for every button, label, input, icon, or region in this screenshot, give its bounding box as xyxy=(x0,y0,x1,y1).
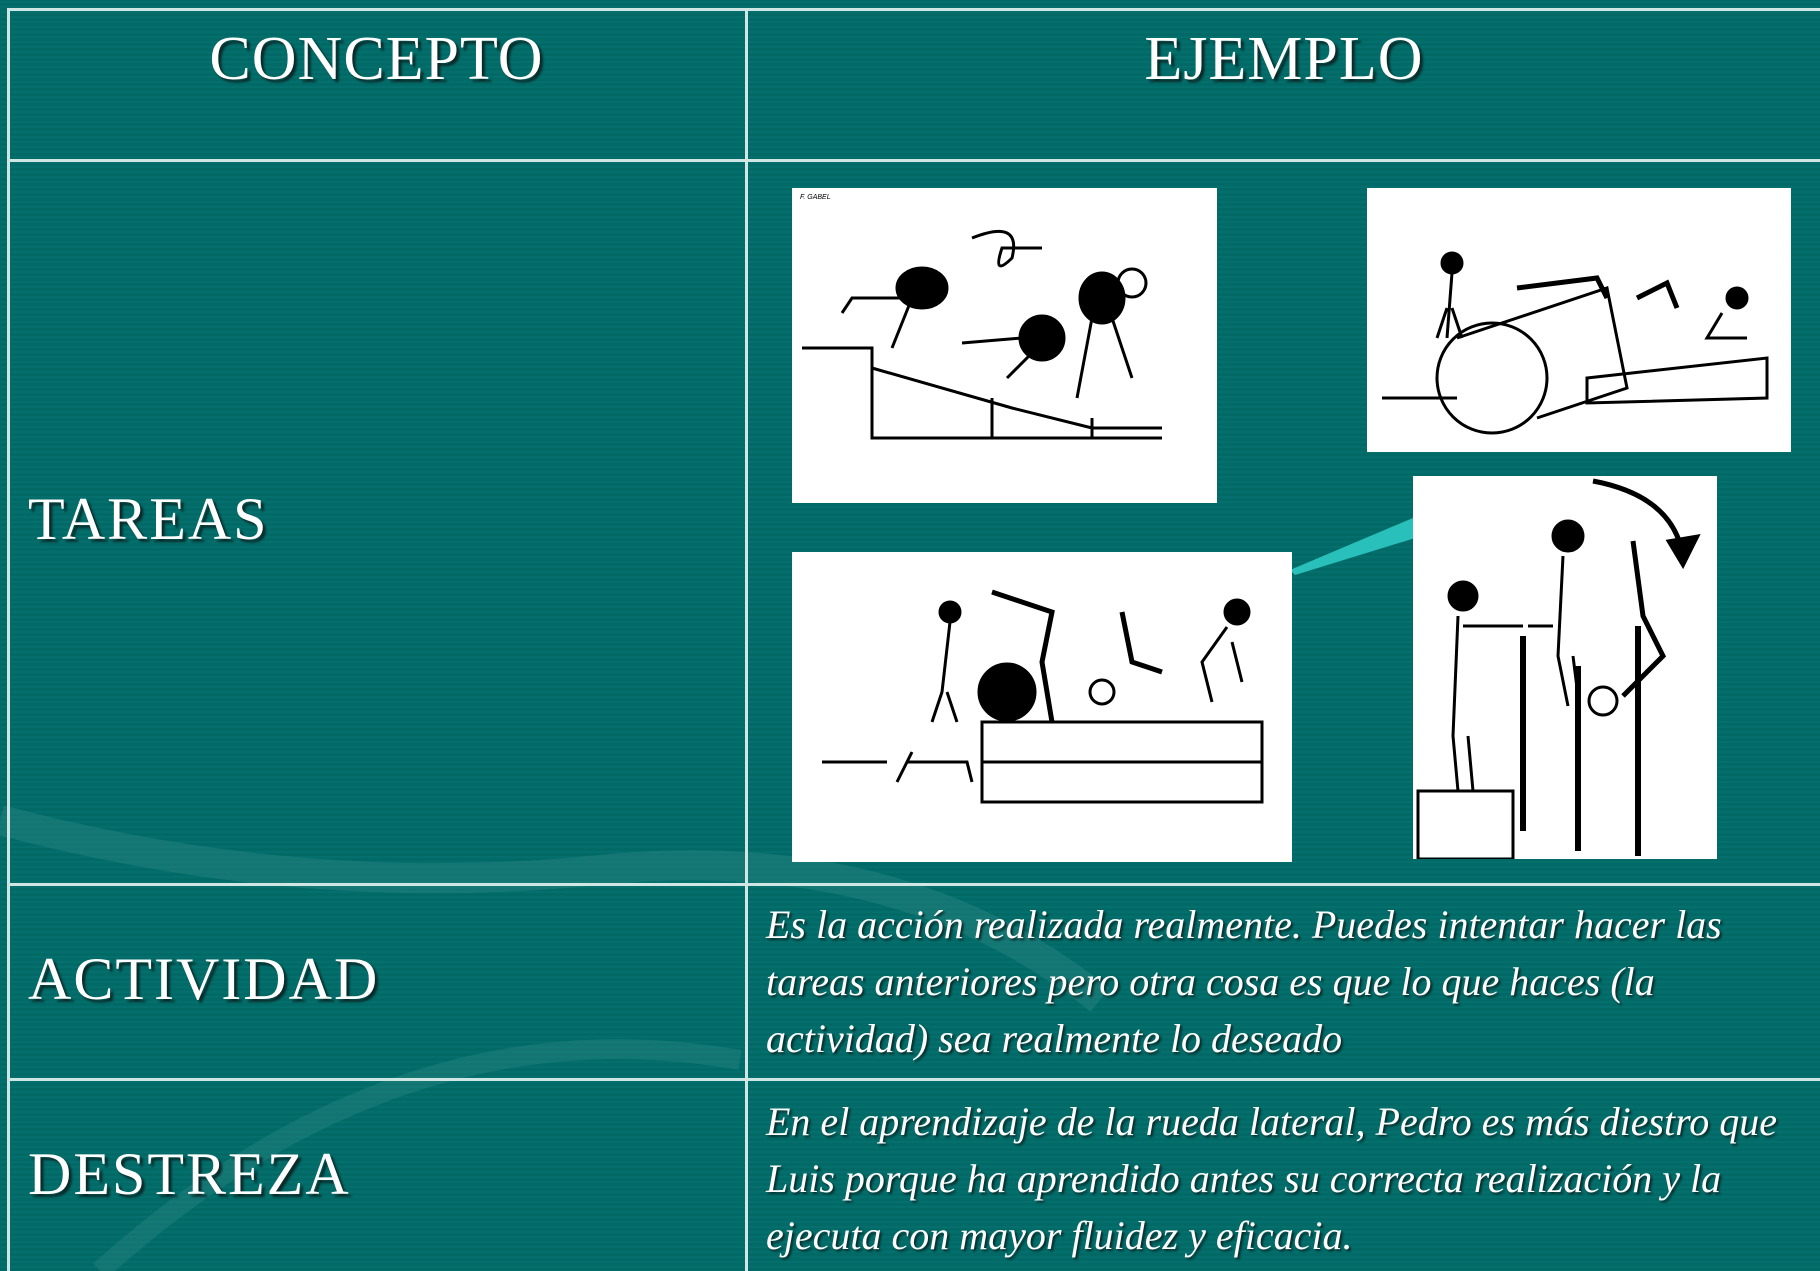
table-border xyxy=(8,1078,1820,1081)
row-label: ACTIVIDAD xyxy=(28,946,380,1012)
illustration: F. GABEL xyxy=(792,188,1217,503)
illustration xyxy=(1413,476,1717,859)
table-border xyxy=(8,883,1820,886)
column-header: CONCEPTO xyxy=(209,25,544,93)
row-description: Es la acción realizada realmente. Puedes… xyxy=(766,902,1722,1061)
row-label: TAREAS xyxy=(28,486,269,552)
table-border xyxy=(8,159,1820,162)
table-border xyxy=(745,8,748,1271)
table-border xyxy=(8,8,1820,11)
illustration xyxy=(1367,188,1791,452)
row-description: En el aprendizaje de la rueda lateral, P… xyxy=(766,1099,1777,1258)
table-border xyxy=(7,8,10,1271)
image-credit: F. GABEL xyxy=(800,194,831,201)
illustration xyxy=(792,552,1292,862)
column-header: EJEMPLO xyxy=(1144,25,1424,93)
row-label: DESTREZA xyxy=(28,1141,351,1207)
